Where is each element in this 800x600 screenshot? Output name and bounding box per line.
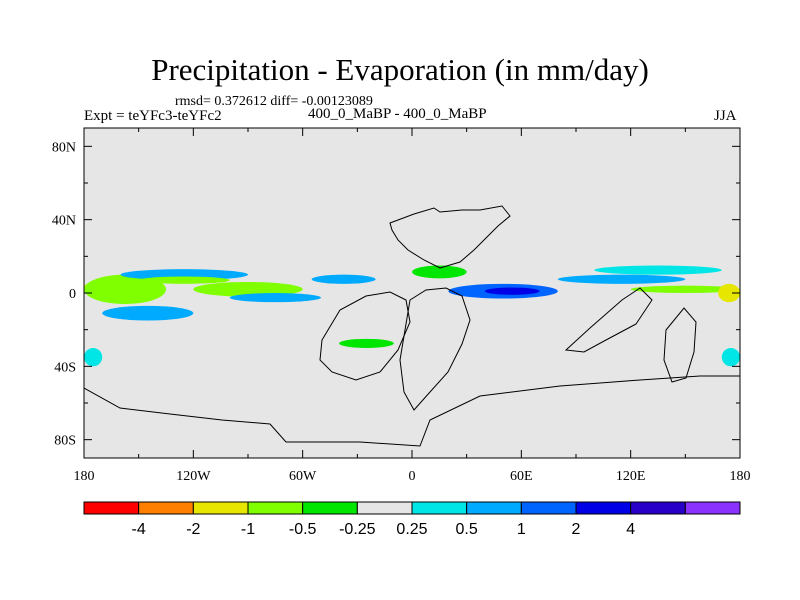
data-region-17 xyxy=(721,348,740,367)
data-region-16 xyxy=(84,348,103,367)
y-tick-label-0: 80N xyxy=(52,140,76,155)
x-tick-label-0: 180 xyxy=(74,469,95,484)
colorbar-label-4: -0.25 xyxy=(339,521,376,538)
season-label: JJA xyxy=(714,108,737,124)
x-tick-label-5: 120E xyxy=(616,469,646,484)
continent-outlines xyxy=(84,205,740,447)
data-region-2 xyxy=(120,269,248,281)
colorbar-box-2 xyxy=(192,501,249,515)
x-tick-label-1: 120W xyxy=(176,469,211,484)
colorbar-label-7: 1 xyxy=(517,521,526,538)
colorbar-label-9: 4 xyxy=(626,521,635,538)
colorbar-label-8: 2 xyxy=(572,521,581,538)
colorbar-box-9 xyxy=(575,501,632,515)
colorbar-label-6: 0.5 xyxy=(456,521,478,538)
y-tick-label-4: 80S xyxy=(54,434,76,449)
colorbar-box-11 xyxy=(684,501,741,515)
colorbar-label-3: -0.5 xyxy=(289,521,317,538)
colorbar-box-6 xyxy=(411,501,468,515)
experiment-label: Expt = teYFc3-teYFc2 xyxy=(84,108,222,124)
data-region-14 xyxy=(718,283,740,303)
colorbar-box-1 xyxy=(138,501,194,515)
data-region-15 xyxy=(339,338,394,348)
data-region-7 xyxy=(311,274,376,284)
cases-label: 400_0_MaBP - 400_0_MaBP xyxy=(308,106,487,122)
data-region-4 xyxy=(193,282,303,297)
y-tick-label-2: 0 xyxy=(69,287,76,302)
chart-title: Precipitation - Evaporation (in mm/day) xyxy=(151,52,649,87)
stats-label: rmsd= 0.372612 diff= -0.00123089 xyxy=(175,94,373,109)
colorbar: -4 -2 -1 -0.5 -0.25 0.25 0.5 1 2 4 xyxy=(83,501,741,538)
y-tick-label-3: 40S xyxy=(54,360,76,375)
data-region-11 xyxy=(557,274,686,284)
data-region-3 xyxy=(138,276,230,284)
x-tick-label-4: 60E xyxy=(510,469,533,484)
data-region-6 xyxy=(102,305,194,321)
x-tick-label-3: 0 xyxy=(409,469,416,484)
y-tick-label-1: 40N xyxy=(52,214,76,229)
data-region-8 xyxy=(412,265,467,279)
axes: 180 120W 60W 0 60E 120E 180 80N 40N 0 40S 80S xyxy=(52,128,751,484)
colorbar-label-5: 0.25 xyxy=(396,521,427,538)
colorbar-box-8 xyxy=(520,501,577,515)
x-tick-label-6: 180 xyxy=(730,469,751,484)
colorbar-box-4 xyxy=(302,501,358,515)
data-region-10 xyxy=(484,287,540,295)
x-tick-label-2: 60W xyxy=(289,469,317,484)
data-region-13 xyxy=(630,285,740,294)
colorbar-box-7 xyxy=(466,501,522,515)
colorbar-box-0 xyxy=(83,501,140,515)
colorbar-box-3 xyxy=(247,501,304,515)
colorbar-label-1: -2 xyxy=(186,521,200,538)
colorbar-box-10 xyxy=(630,501,686,515)
plot-background xyxy=(84,128,740,458)
colorbar-box-5 xyxy=(356,501,413,515)
data-region-5 xyxy=(229,293,321,303)
data-region-12 xyxy=(594,265,722,275)
colorbar-label-2: -1 xyxy=(241,521,255,538)
colorbar-label-0: -4 xyxy=(132,521,146,538)
